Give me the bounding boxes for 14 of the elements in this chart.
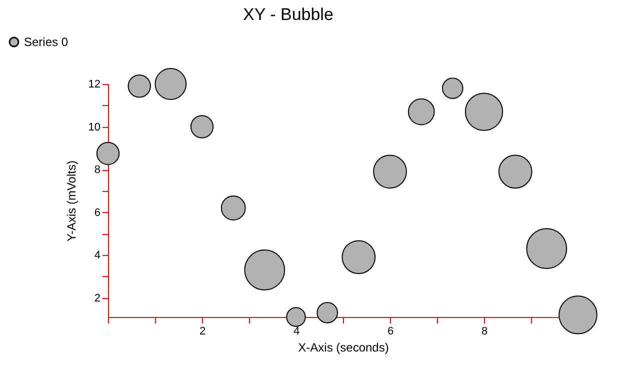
y-tick-label: 8 <box>94 164 100 176</box>
x-tick-label: 6 <box>387 326 394 338</box>
y-tick-label: 4 <box>94 250 100 262</box>
y-tick-label: 6 <box>94 206 100 219</box>
x-tick-label: 8 <box>481 326 488 338</box>
y-tick-label: 2 <box>94 292 100 304</box>
y-axis-title: Y-Axis (mVolts) <box>64 160 78 242</box>
x-tick-label: 4 <box>293 326 300 338</box>
x-axis-title: X-Axis (seconds) <box>298 340 389 354</box>
legend-label: Series 0 <box>24 35 68 49</box>
x-tick-label: 2 <box>199 326 206 338</box>
chart-title: XY - Bubble <box>243 5 334 24</box>
y-tick-label: 12 <box>88 78 100 90</box>
y-tick-label: 10 <box>88 121 100 134</box>
